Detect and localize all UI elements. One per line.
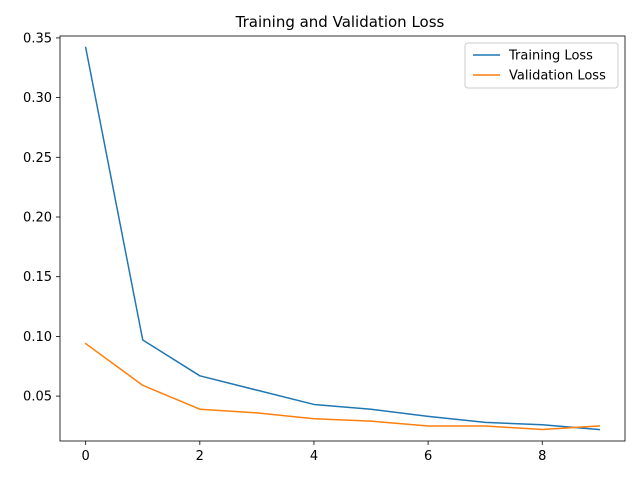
training-loss-line xyxy=(84,46,601,431)
y-tick-label: 0.10 xyxy=(23,330,52,345)
validation-loss-line xyxy=(84,342,601,431)
y-tick-label: 0.30 xyxy=(23,91,52,106)
x-tick-label: 0 xyxy=(82,449,90,464)
x-tick-label: 4 xyxy=(310,449,318,464)
y-tick-label: 0.20 xyxy=(23,211,52,226)
legend-label: Training Loss xyxy=(508,49,593,64)
y-tick-label: 0.15 xyxy=(23,270,52,285)
legend-box xyxy=(464,42,619,89)
x-tick-label: 8 xyxy=(538,449,546,464)
chart-title: Training and Validation Loss xyxy=(235,13,445,31)
y-tick-label: 0.35 xyxy=(23,31,52,46)
x-tick-label: 2 xyxy=(196,449,204,464)
x-tick-label: 6 xyxy=(424,449,432,464)
y-tick-label: 0.05 xyxy=(23,390,52,405)
legend-label: Validation Loss xyxy=(509,69,606,84)
legend: Training Loss Validation Loss xyxy=(464,42,619,89)
y-tick-label: 0.25 xyxy=(23,151,52,166)
plot-area: 0 2 4 6 8 0.05 0.10 0.15 0.20 0.25 0.30 0.35 xyxy=(23,31,626,464)
axes-frame xyxy=(59,35,626,442)
